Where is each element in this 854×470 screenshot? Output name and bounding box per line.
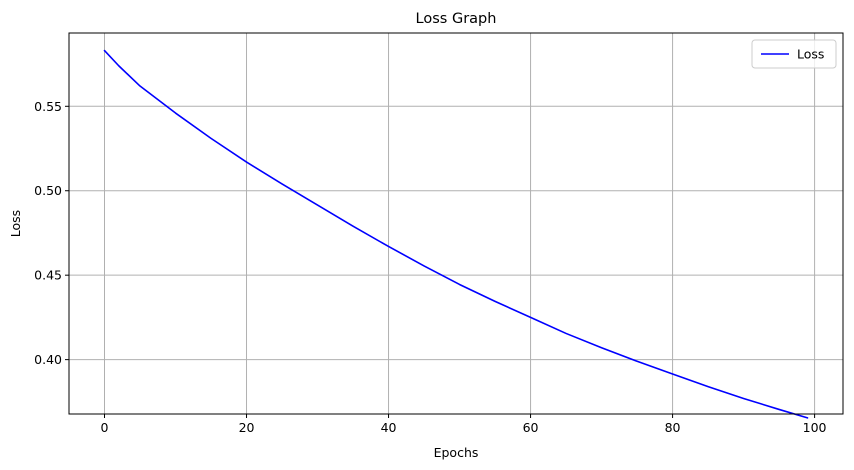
x-tick-label: 100 bbox=[803, 420, 827, 435]
x-tick-label: 80 bbox=[665, 420, 681, 435]
series-line-loss bbox=[103, 49, 809, 419]
x-tick-label: 60 bbox=[523, 420, 539, 435]
x-tick-label: 0 bbox=[101, 420, 109, 435]
tick-layer: 0 20 40 60 80 100 0.40 0.45 0.50 0.55 bbox=[34, 99, 826, 435]
chart-title: Loss Graph bbox=[416, 11, 497, 27]
y-tick-label: 0.40 bbox=[34, 352, 62, 367]
y-tick-label: 0.45 bbox=[34, 268, 62, 283]
plot-frame bbox=[68, 32, 844, 415]
legend-label: Loss bbox=[797, 47, 824, 62]
x-axis-label: Epochs bbox=[434, 445, 479, 460]
y-axis-label: Loss bbox=[8, 210, 23, 237]
x-tick-label: 20 bbox=[239, 420, 255, 435]
x-tick-label: 40 bbox=[381, 420, 397, 435]
legend: Loss bbox=[751, 39, 837, 69]
y-tick-label: 0.55 bbox=[34, 99, 62, 114]
y-tick-label: 0.50 bbox=[34, 183, 62, 198]
grid-layer bbox=[69, 33, 843, 414]
plot-layer bbox=[103, 49, 809, 419]
legend-box bbox=[751, 39, 837, 69]
